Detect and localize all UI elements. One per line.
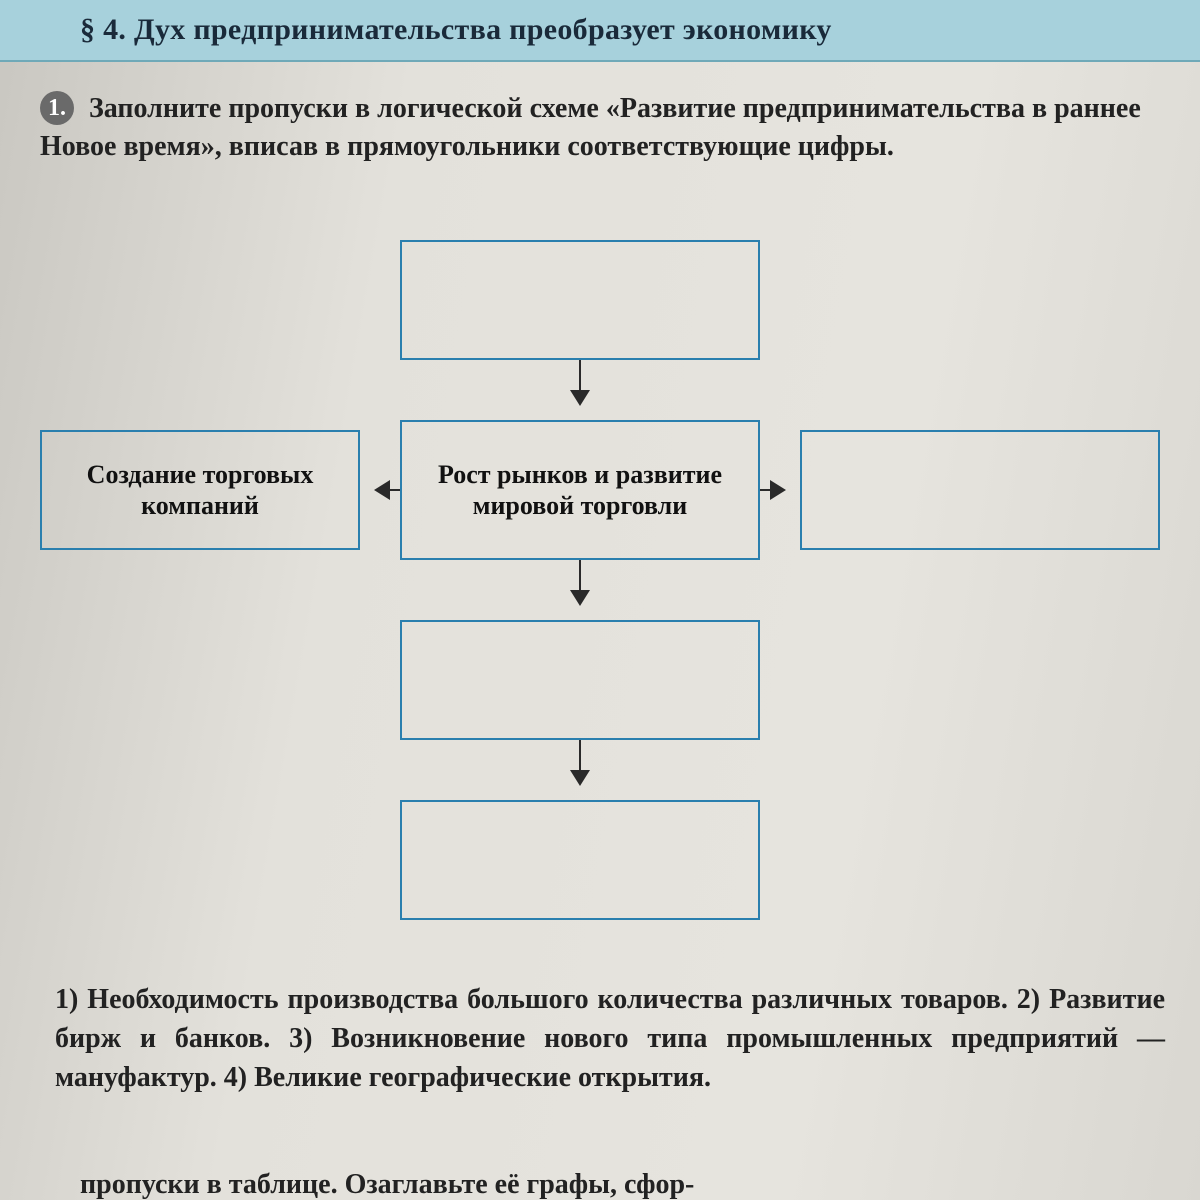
next-task-partial-text: пропуски в таблице. Озаглавьте её графы,… [80, 1165, 1160, 1200]
flow-box-left-label: Создание торговых компаний [56, 459, 344, 521]
arrow-center-to-left [376, 489, 400, 491]
task-1-instruction: 1. Заполните пропуски в логической схеме… [40, 90, 1170, 166]
arrow-below1-to-below2 [579, 740, 581, 784]
flow-box-below-1[interactable] [400, 620, 760, 740]
section-title: § 4. Дух предпринимательства преобразует… [80, 13, 832, 47]
flow-box-center-label: Рост рынков и развитие мировой торговли [416, 459, 744, 521]
next-task-partial-text-content: пропуски в таблице. Озаглавьте её графы,… [80, 1169, 694, 1200]
flow-box-left: Создание торговых компаний [40, 430, 360, 550]
flow-box-below-2[interactable] [400, 800, 760, 920]
answer-options-text: 1) Необходимость производства большого к… [55, 984, 1165, 1093]
flow-box-right[interactable] [800, 430, 1160, 550]
answer-options: 1) Необходимость производства большого к… [55, 980, 1165, 1098]
arrow-top-to-center [579, 360, 581, 404]
task-text: Заполните пропуски в логической схеме «Р… [40, 93, 1141, 162]
flow-box-center: Рост рынков и развитие мировой торговли [400, 420, 760, 560]
arrow-center-to-below1 [579, 560, 581, 604]
task-number-badge: 1. [40, 91, 74, 125]
arrow-center-to-right [760, 489, 784, 491]
section-header-band: § 4. Дух предпринимательства преобразует… [0, 0, 1200, 62]
flow-box-top[interactable] [400, 240, 760, 360]
workbook-page: § 4. Дух предпринимательства преобразует… [0, 0, 1200, 1200]
